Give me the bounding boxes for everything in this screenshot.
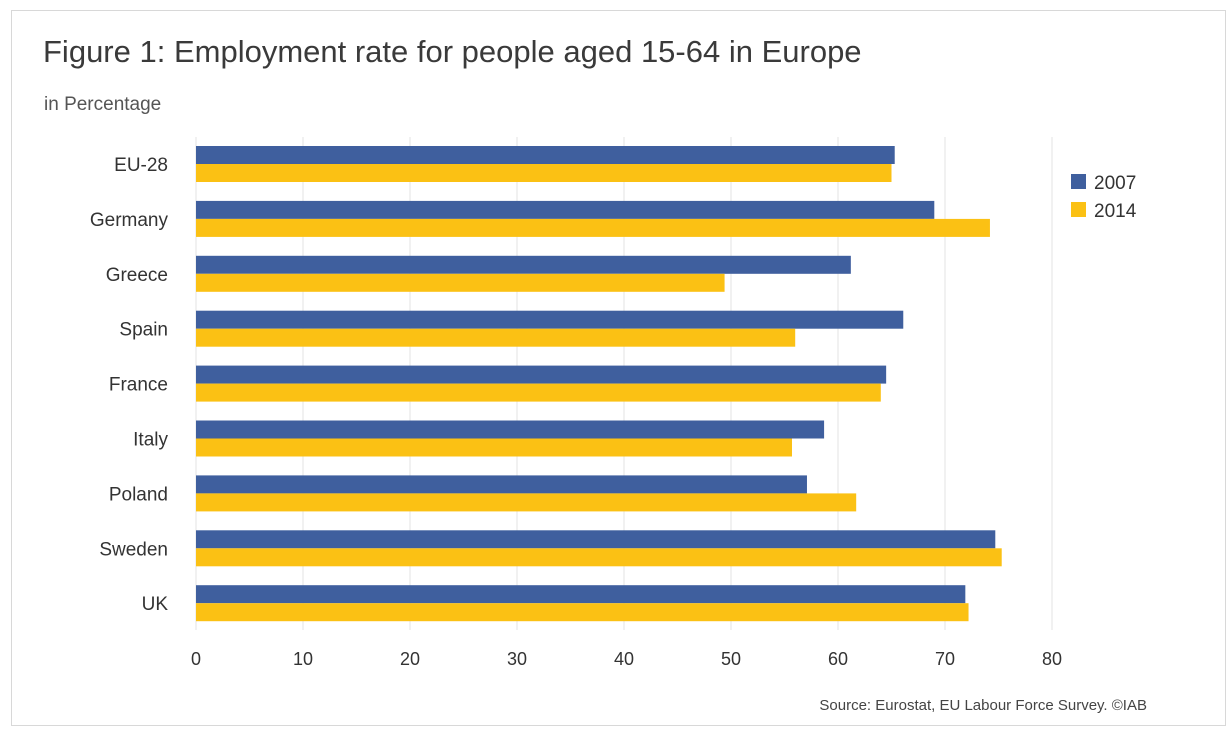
bar-2014-italy: [196, 438, 792, 457]
bar-2014-france: [196, 383, 881, 402]
legend-label: 2007: [1094, 173, 1136, 194]
category-label: Greece: [106, 265, 168, 286]
chart-subtitle: in Percentage: [44, 94, 162, 115]
bar-2014-sweden: [196, 548, 1002, 567]
x-tick-label: 40: [614, 649, 634, 669]
category-label: Poland: [109, 484, 168, 505]
x-tick-label: 30: [507, 649, 527, 669]
bar-2014-spain: [196, 328, 796, 347]
bar-2014-greece: [196, 273, 725, 292]
legend: 2007 2014: [1071, 173, 1137, 222]
legend-label: 2014: [1094, 201, 1137, 222]
bar-2007-france: [196, 365, 887, 384]
bar-2014-poland: [196, 493, 857, 512]
x-tick-label: 20: [400, 649, 420, 669]
legend-swatch: [1071, 174, 1086, 189]
category-label: Germany: [90, 210, 169, 231]
bar-2014-uk: [196, 603, 969, 622]
category-label: Italy: [133, 430, 168, 451]
x-tick-label: 50: [721, 649, 741, 669]
x-tick-label: 60: [828, 649, 848, 669]
x-tick-label: 10: [293, 649, 313, 669]
category-label: UK: [142, 594, 169, 615]
category-labels: EU-28 Germany Greece Spain France Italy Poland…: [90, 155, 169, 615]
source-note: Source: Eurostat, EU Labour Force Survey…: [819, 697, 1147, 714]
bar-2007-sweden: [196, 530, 996, 549]
chart-title: Figure 1: Employment rate for people age…: [43, 34, 862, 69]
category-label: France: [109, 375, 168, 396]
bar-2007-italy: [196, 420, 825, 439]
x-tick-label: 80: [1042, 649, 1062, 669]
bar-2007-germany: [196, 200, 935, 219]
bars: [196, 146, 1002, 622]
bar-2007-greece: [196, 255, 851, 274]
category-label: Spain: [119, 320, 168, 341]
category-label: Sweden: [99, 539, 168, 560]
bar-2007-uk: [196, 585, 966, 604]
x-tick-label: 0: [191, 649, 201, 669]
bar-2007-spain: [196, 310, 904, 329]
bar-2007-poland: [196, 475, 807, 494]
category-label: EU-28: [114, 155, 168, 176]
bar-2007-eu-28: [196, 146, 895, 164]
bar-2014-germany: [196, 218, 990, 237]
x-tick-label: 70: [935, 649, 955, 669]
x-axis-ticks: 0 10 20 30 40 50 60 70 80: [191, 649, 1062, 669]
bar-2014-eu-28: [196, 164, 892, 182]
legend-swatch: [1071, 202, 1086, 217]
